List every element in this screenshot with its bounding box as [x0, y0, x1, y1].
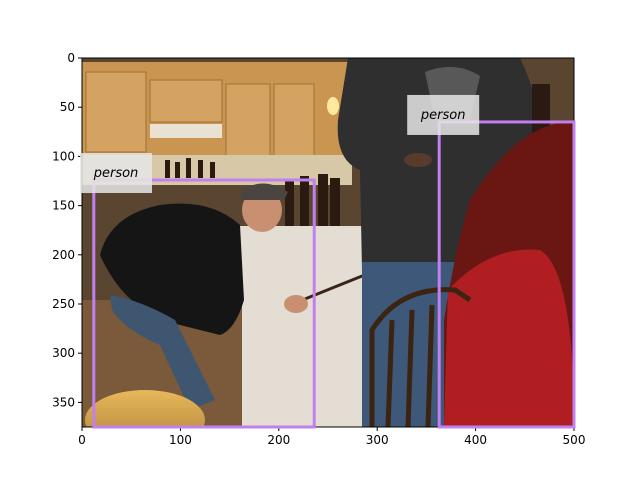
- x-tick-label: 200: [267, 433, 290, 447]
- y-tick-label: 300: [52, 346, 75, 360]
- x-tick-label: 500: [563, 433, 586, 447]
- x-tick-label: 0: [78, 433, 86, 447]
- y-tick-label: 350: [52, 395, 75, 409]
- y-tick-label: 50: [60, 100, 75, 114]
- seated-woman: [444, 121, 574, 427]
- cabinet-door: [273, 83, 315, 157]
- kitchen-island: [236, 226, 362, 427]
- cabinet-door: [149, 79, 223, 123]
- x-tick-label: 300: [366, 433, 389, 447]
- photo: [82, 58, 574, 427]
- range-hood: [150, 124, 222, 138]
- y-tick-label: 200: [52, 248, 75, 262]
- y-axis: 0 50 100 150 200 250 300 350: [52, 51, 82, 409]
- y-tick-label: 100: [52, 149, 75, 163]
- y-tick-label: 150: [52, 199, 75, 213]
- x-tick-label: 100: [169, 433, 192, 447]
- bounding-box: [437, 120, 576, 429]
- cabinet-door: [225, 83, 271, 157]
- bottles: [165, 158, 340, 230]
- x-tick-label: 400: [464, 433, 487, 447]
- cabinet-door: [85, 71, 147, 153]
- box-label: person: [93, 166, 139, 181]
- round-table: [85, 390, 205, 427]
- box-label-background: [407, 94, 480, 135]
- wooden-chair: [369, 287, 472, 427]
- y-tick-label: 0: [67, 51, 75, 65]
- crouching-person: [100, 183, 373, 410]
- detection-boxes: person person: [80, 94, 576, 429]
- x-axis: 0 100 200 300 400 500: [78, 427, 585, 447]
- hanging-lamp: [327, 97, 339, 115]
- y-tick-label: 250: [52, 297, 75, 311]
- bounding-box: [92, 178, 316, 429]
- box-label: person: [420, 108, 466, 123]
- box-label-background: [80, 153, 152, 194]
